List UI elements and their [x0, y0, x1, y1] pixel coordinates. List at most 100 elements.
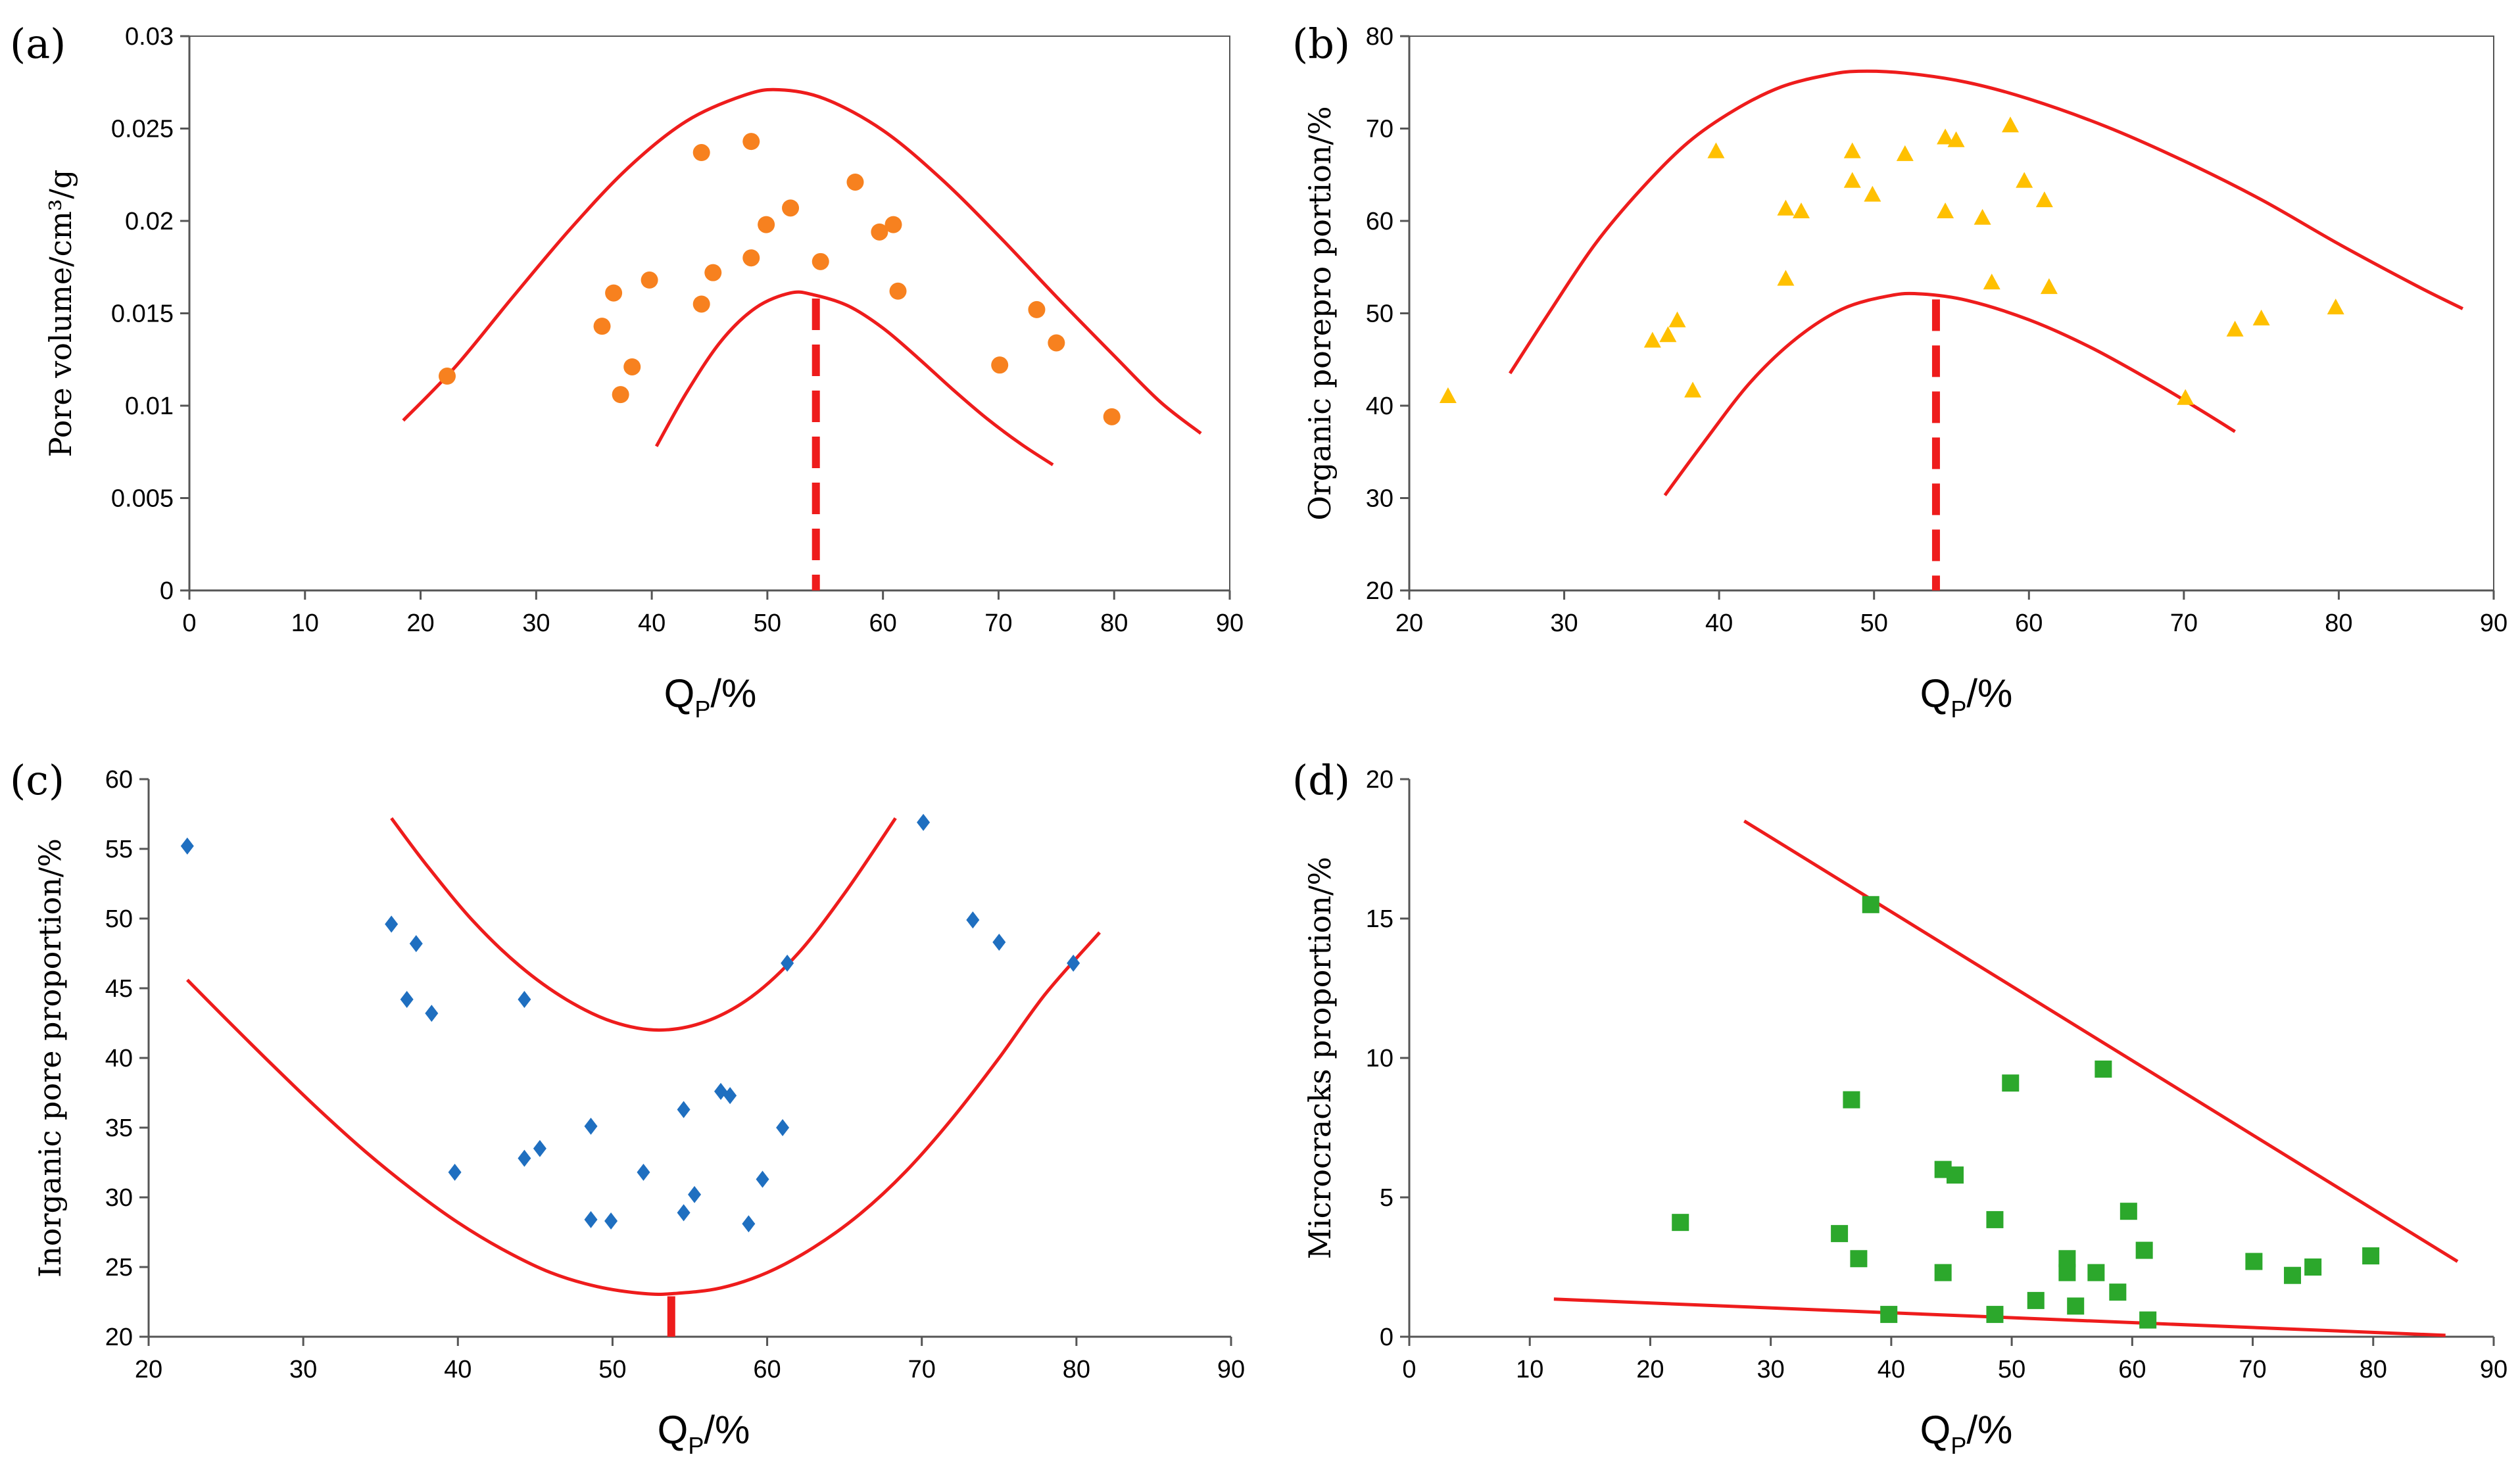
chart-d-data-point	[2095, 1060, 2112, 1078]
panel-c-inorganic-pore-chart: 20 30 40 50 60 70 80 90 20 25 30 35 40 45 50 55 60 (c) Ino…	[10, 756, 1245, 1459]
chart-a-data-point	[692, 295, 710, 313]
chart-a-data-point	[871, 223, 888, 241]
chart-c-y-tick-label: 50	[105, 905, 133, 933]
chart-b-data-point	[2002, 116, 2020, 133]
chart-a-y-tick-label: 0.015	[111, 300, 174, 328]
chart-a-x-axis-title: QP/%	[664, 671, 757, 723]
chart-c-x-tick-label: 20	[135, 1356, 162, 1383]
chart-b-x-tick-label: 70	[2170, 610, 2198, 637]
chart-a-data-point	[846, 173, 864, 191]
chart-b-x-tick-label: 80	[2325, 610, 2352, 637]
chart-b-data-point	[1843, 172, 1861, 188]
chart-b-x-tick-label: 20	[1395, 610, 1423, 637]
chart-c-x-axis-title: QP/%	[658, 1408, 750, 1459]
chart-d-data-point	[1862, 896, 1879, 913]
chart-a-data-point	[641, 271, 658, 289]
chart-d-data-point	[2027, 1291, 2045, 1309]
chart-d-data-point	[2002, 1074, 2020, 1092]
chart-b-data-point	[1896, 145, 1914, 161]
chart-b-data-point	[1937, 128, 1954, 145]
chart-b-y-tick-label: 20	[1366, 577, 1393, 605]
chart-d-data-point	[2245, 1253, 2263, 1270]
chart-b-lower-envelope-curve	[1663, 291, 2236, 496]
chart-c-y-tick-label: 40	[105, 1045, 133, 1072]
chart-c-data-point	[584, 1117, 598, 1135]
chart-a-data-point	[612, 386, 629, 404]
chart-a-y-tick-label: 0	[160, 577, 174, 605]
chart-d-data-point	[1946, 1166, 1964, 1184]
chart-d-data-point	[1831, 1225, 1849, 1243]
chart-c-y-tick-label: 55	[105, 836, 133, 863]
chart-b-data-point	[1974, 208, 1991, 225]
chart-d-data-point	[2304, 1258, 2322, 1276]
chart-c-data-point	[637, 1163, 650, 1181]
chart-c-data-point	[776, 1119, 790, 1136]
chart-c-upper-envelope-curve	[390, 817, 897, 1032]
chart-a-x-tick-label: 40	[638, 610, 666, 637]
chart-c-y-tick-label: 35	[105, 1114, 133, 1142]
chart-b-data-point	[1864, 185, 1881, 202]
chart-c-data-point	[425, 1005, 439, 1022]
chart-b-data-point	[1947, 131, 1965, 147]
chart-d-data-point	[2087, 1264, 2105, 1281]
chart-d-y-axis-title: Microcracks proportion/%	[1302, 857, 1338, 1259]
chart-d-x-axis-title-main: Q	[1920, 1408, 1951, 1452]
chart-c-x-tick-label: 50	[598, 1356, 626, 1383]
chart-a-data-point	[605, 284, 623, 302]
chart-c-x-tick-label: 60	[753, 1356, 781, 1383]
chart-c-data-point	[385, 915, 399, 933]
chart-a-panel-label: (a)	[10, 20, 66, 68]
chart-a-data-point	[884, 216, 902, 233]
chart-a-x-tick-label: 90	[1216, 610, 1244, 637]
chart-c-y-tick-label: 25	[105, 1254, 133, 1281]
chart-b-data-point	[1937, 202, 1954, 218]
chart-b-data-point	[2177, 389, 2194, 405]
chart-d-x-tick-label: 50	[1998, 1356, 2025, 1383]
chart-a-x-tick-label: 50	[754, 610, 781, 637]
chart-a-y-tick-label: 0.02	[125, 208, 174, 235]
chart-d-x-tick-label: 30	[1757, 1356, 1785, 1383]
chart-b-y-tick-label: 80	[1366, 23, 1393, 51]
chart-d-x-tick-label: 80	[2360, 1356, 2387, 1383]
chart-c-y-tick-label: 45	[105, 975, 133, 1003]
chart-d-x-tick-label: 40	[1878, 1356, 1905, 1383]
chart-b-data-point	[2035, 191, 2053, 208]
chart-a-x-axis-title-main: Q	[664, 671, 695, 715]
chart-c-data-point	[448, 1163, 462, 1181]
chart-a-upper-envelope-curve	[402, 87, 1202, 435]
chart-d-data-point	[1672, 1214, 1689, 1232]
chart-d-data-point	[1934, 1264, 1952, 1281]
chart-b-data-point	[2016, 172, 2033, 188]
chart-d-data-point	[2139, 1311, 2157, 1329]
chart-d-data-point	[1850, 1250, 1868, 1268]
chart-c-data-point	[604, 1212, 618, 1230]
chart-c-data-point	[756, 1170, 769, 1188]
panel-b-organic-pore-chart: 20 30 40 50 60 70 80 90 20 30 40 50 60 70 80 (b) Organic…	[1292, 20, 2508, 723]
chart-b-x-tick-label: 60	[2015, 610, 2043, 637]
chart-d-x-tick-label: 90	[2480, 1356, 2508, 1383]
chart-c-x-tick-label: 70	[908, 1356, 936, 1383]
chart-c-x-tick-label: 80	[1063, 1356, 1090, 1383]
chart-c-x-tick-label: 30	[289, 1356, 317, 1383]
chart-b-upper-envelope-curve	[1509, 69, 2464, 375]
chart-d-upper-envelope-curve	[1743, 819, 2459, 1263]
chart-c-data-point	[688, 1186, 702, 1203]
chart-a-x-tick-label: 30	[522, 610, 550, 637]
chart-b-y-tick-label: 70	[1366, 116, 1393, 143]
chart-a-data-point	[593, 318, 611, 335]
chart-c-data-point	[533, 1139, 546, 1157]
chart-b-y-tick-label: 30	[1366, 485, 1393, 513]
chart-c-y-tick-label: 60	[105, 766, 133, 794]
chart-c-x-axis-title-subscript: P	[688, 1432, 704, 1459]
chart-d-x-axis-title-subscript: P	[1951, 1432, 1966, 1459]
chart-a-x-tick-label: 70	[984, 610, 1012, 637]
chart-d-y-tick-label: 10	[1366, 1045, 1393, 1072]
chart-b-x-tick-label: 40	[1705, 610, 1733, 637]
chart-b-data-point	[1843, 142, 1861, 158]
chart-c-data-point	[180, 837, 194, 855]
chart-b-data-point	[2327, 299, 2344, 315]
chart-d-data-point	[2362, 1247, 2380, 1265]
chart-b-data-point	[1659, 326, 1677, 343]
chart-a-data-point	[889, 282, 907, 300]
